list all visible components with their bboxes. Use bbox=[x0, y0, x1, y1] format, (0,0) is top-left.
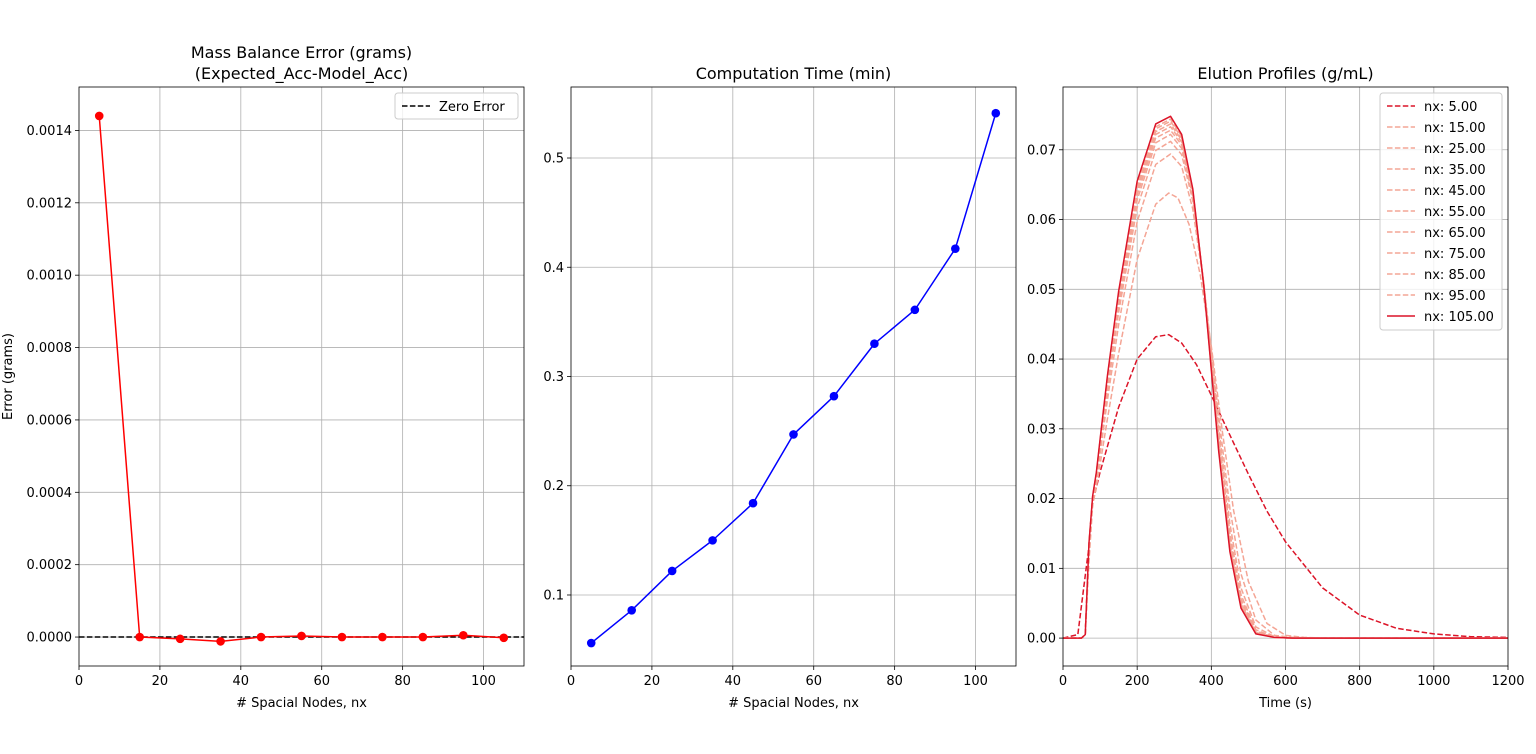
legend: Zero Error bbox=[394, 92, 519, 120]
chart-panel-3: 0 200 400 600 800 1000 1200 0.00 0.01 0.02 0.03 0.0… bbox=[1027, 64, 1525, 711]
legend-label: nx: 15.00 bbox=[1424, 121, 1486, 136]
data-point bbox=[135, 632, 144, 642]
x-axis-label: # Spacial Nodes, nx bbox=[728, 696, 859, 711]
data-point bbox=[378, 632, 387, 642]
x-tick-label: 200 bbox=[1125, 674, 1150, 689]
x-tick-label: 600 bbox=[1273, 674, 1298, 689]
y-tick-label: 0.0014 bbox=[27, 124, 73, 139]
y-tick-label: 0.0004 bbox=[27, 486, 73, 501]
data-point bbox=[94, 111, 104, 121]
x-tick-label: 1000 bbox=[1417, 674, 1450, 689]
data-point bbox=[667, 566, 677, 576]
chart-title: Mass Balance Error (grams) bbox=[191, 43, 412, 62]
x-tick-label: 100 bbox=[471, 674, 496, 689]
x-tick-label: 0 bbox=[1059, 674, 1067, 689]
x-tick-label: 80 bbox=[886, 674, 903, 689]
data-point bbox=[337, 632, 347, 642]
y-tick-label: 0.0008 bbox=[27, 341, 73, 356]
y-axis-label: Error (grams) bbox=[1, 333, 16, 420]
chart-panel-1: 0 20 40 60 80 100 0.0000 0.0002 0.0004 0.0006 0.00… bbox=[1, 43, 525, 711]
series-line-1 bbox=[1063, 333, 1508, 639]
y-tick-label: 0.0012 bbox=[27, 196, 73, 211]
data-point bbox=[991, 108, 1001, 118]
y-tick-label: 0.02 bbox=[1027, 492, 1056, 507]
data-point bbox=[418, 632, 428, 642]
data-point bbox=[499, 633, 509, 643]
plot-area bbox=[79, 111, 524, 646]
data-point bbox=[216, 637, 225, 646]
x-tick-label: 80 bbox=[394, 674, 411, 689]
data-point bbox=[256, 632, 266, 642]
y-tick-label: 0.5 bbox=[543, 152, 564, 167]
y-tick-label: 0.3 bbox=[543, 370, 564, 385]
legend-label: Zero Error bbox=[439, 100, 505, 115]
data-point bbox=[829, 391, 839, 401]
y-tick-label: 0.0002 bbox=[27, 558, 73, 573]
chart-title: Computation Time (min) bbox=[696, 64, 892, 83]
legend-box bbox=[394, 92, 519, 120]
y-tick-label: 0.0006 bbox=[27, 413, 73, 428]
y-tick-label: 0.04 bbox=[1027, 353, 1056, 368]
data-point bbox=[175, 634, 185, 644]
legend-label: nx: 45.00 bbox=[1424, 184, 1486, 199]
data-point bbox=[708, 536, 717, 545]
x-tick-label: 1200 bbox=[1491, 674, 1524, 689]
x-tick-label: 40 bbox=[233, 674, 250, 689]
legend-box bbox=[1379, 92, 1503, 331]
y-tick-label: 0.01 bbox=[1027, 562, 1056, 577]
data-point bbox=[910, 305, 920, 315]
y-tick-label: 0.1 bbox=[543, 588, 564, 603]
chart-panel-2: 0 20 40 60 80 100 0.1 0.2 0.3 0.4 0.5 Computation T… bbox=[543, 64, 1017, 711]
data-point bbox=[627, 605, 636, 615]
legend-label: nx: 85.00 bbox=[1424, 268, 1486, 283]
x-tick-label: 100 bbox=[963, 674, 988, 689]
y-tick-label: 0.07 bbox=[1027, 143, 1056, 158]
series-line-11 bbox=[1063, 115, 1508, 639]
chart-subtitle: (Expected_Acc-Model_Acc) bbox=[195, 64, 408, 84]
x-axis-label: # Spacial Nodes, nx bbox=[236, 696, 367, 711]
y-tick-label: 0.00 bbox=[1027, 632, 1056, 647]
data-point bbox=[789, 430, 798, 439]
plot-area bbox=[1063, 115, 1508, 639]
legend-label: nx: 105.00 bbox=[1424, 310, 1494, 325]
plot-area bbox=[586, 108, 1001, 648]
legend-label: nx: 65.00 bbox=[1424, 226, 1486, 241]
legend: nx: 5.00 nx: 15.00 nx: 25.00 nx: 35.00 nx: 4… bbox=[1379, 92, 1503, 331]
x-tick-label: 0 bbox=[567, 674, 575, 689]
legend-label: nx: 95.00 bbox=[1424, 289, 1486, 304]
data-point bbox=[951, 244, 960, 253]
data-point bbox=[748, 498, 758, 508]
chart-title: Elution Profiles (g/mL) bbox=[1197, 64, 1373, 83]
data-point bbox=[586, 638, 596, 648]
series-line-3 bbox=[1063, 153, 1508, 639]
y-tick-label: 0.0010 bbox=[27, 269, 73, 284]
y-tick-label: 0.05 bbox=[1027, 283, 1056, 298]
legend-label: nx: 25.00 bbox=[1424, 142, 1486, 157]
legend-label: nx: 35.00 bbox=[1424, 163, 1486, 178]
x-tick-label: 40 bbox=[725, 674, 742, 689]
x-tick-label: 0 bbox=[75, 674, 83, 689]
y-tick-label: 0.0000 bbox=[27, 631, 73, 646]
x-tick-label: 60 bbox=[805, 674, 822, 689]
data-point bbox=[297, 631, 306, 641]
x-tick-label: 20 bbox=[152, 674, 169, 689]
data-point bbox=[459, 630, 468, 640]
y-tick-label: 0.03 bbox=[1027, 422, 1056, 437]
x-tick-label: 60 bbox=[313, 674, 330, 689]
y-tick-label: 0.4 bbox=[543, 261, 564, 276]
axes-frame bbox=[78, 86, 525, 667]
legend-label: nx: 75.00 bbox=[1424, 247, 1486, 262]
x-tick-label: 800 bbox=[1347, 674, 1372, 689]
data-point bbox=[870, 339, 879, 349]
legend-label: nx: 55.00 bbox=[1424, 205, 1486, 220]
x-tick-label: 20 bbox=[644, 674, 661, 689]
legend-label: nx: 5.00 bbox=[1424, 100, 1477, 115]
x-tick-label: 400 bbox=[1199, 674, 1224, 689]
y-tick-label: 0.2 bbox=[543, 479, 564, 494]
x-axis-label: Time (s) bbox=[1258, 696, 1312, 711]
y-tick-label: 0.06 bbox=[1027, 213, 1056, 228]
